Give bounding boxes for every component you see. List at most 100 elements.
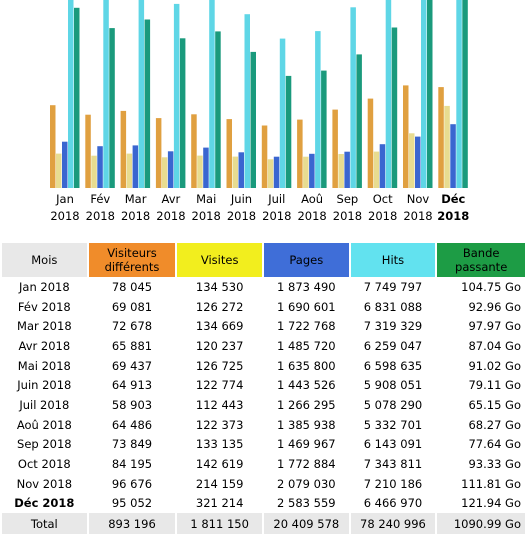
cell-mois: Aoû 2018 [16, 417, 72, 432]
cell-visits: 142 619 [195, 457, 244, 472]
total-visits: 1 811 150 [177, 513, 262, 535]
bar-bandwidth-2 [144, 19, 151, 188]
bar-hits-6 [279, 38, 286, 188]
cell-pages: 1 385 938 [277, 417, 336, 432]
cell-hits: 7 319 329 [363, 319, 423, 334]
x-tick-year: 2018 [86, 209, 115, 223]
x-tick-year: 2018 [403, 209, 432, 223]
cell-mois: Sep 2018 [17, 437, 72, 452]
total-bandwidth: 1090.99 Go [437, 513, 525, 535]
x-tick-month: Aoû [301, 192, 323, 206]
bar-hits-3 [173, 3, 180, 189]
bar-visitors-9 [367, 98, 374, 188]
cell-mois: Avr 2018 [18, 338, 71, 353]
cell-mois: Juin 2018 [17, 378, 72, 393]
cell-mois: Déc 2018 [14, 496, 75, 511]
cell-visitors: 84 195 [111, 457, 153, 472]
bar-visitors-3 [155, 118, 162, 188]
bar-hits-2 [138, 0, 145, 189]
header-bandwidth: Bande passante [437, 243, 525, 277]
bar-pages-8 [344, 151, 350, 188]
bar-pages-1 [97, 146, 103, 188]
bar-hits-9 [385, 0, 392, 189]
cell-pages: 1 722 768 [277, 319, 336, 334]
table-row: Oct 2018 84 195 142 619 1 772 884 7 343 811 9… [2, 454, 525, 474]
bar-visits-1 [91, 155, 97, 188]
cell-mois: Jan 2018 [19, 279, 70, 294]
table-header-row: Mois Visiteurs différents Visites Pages … [2, 243, 525, 277]
cell-bandwidth: 111.81 Go [461, 476, 521, 491]
x-tick-month: Sep [337, 192, 359, 206]
bar-visitors-7 [297, 119, 303, 188]
x-tick-year: 2018 [156, 209, 185, 223]
cell-visitors: 64 913 [111, 378, 153, 393]
x-tick-year: 2018 [333, 209, 362, 223]
cell-visits: 122 373 [195, 417, 244, 432]
header-visitors: Visiteurs différents [88, 243, 176, 277]
bar-pages-3 [167, 151, 174, 188]
cell-bandwidth: 68.27 Go [468, 417, 521, 432]
cell-pages: 2 079 030 [277, 476, 336, 491]
bar-visits-8 [338, 154, 344, 188]
monthly-stats-table: Mois Visiteurs différents Visites Pages … [0, 243, 527, 535]
cell-visitors: 73 849 [111, 437, 153, 452]
bar-bandwidth-0 [74, 7, 80, 188]
cell-visits: 122 774 [195, 378, 244, 393]
bar-bandwidth-4 [215, 31, 221, 189]
bar-visitors-4 [191, 114, 197, 188]
bar-hits-0 [68, 0, 74, 188]
bar-visitors-0 [50, 105, 56, 188]
cell-hits: 7 749 797 [363, 279, 423, 294]
x-tick-year: 2018 [262, 209, 291, 223]
x-tick-year: 2018 [227, 209, 256, 223]
bar-bandwidth-10 [427, 0, 433, 189]
cell-bandwidth: 65.15 Go [468, 397, 521, 412]
bar-pages-5 [238, 152, 244, 188]
cell-visitors: 65 881 [111, 338, 153, 353]
cell-hits: 5 908 051 [363, 378, 423, 393]
bar-pages-4 [203, 147, 209, 188]
cell-visits: 126 725 [195, 358, 244, 373]
cell-hits: 6 466 970 [363, 496, 423, 511]
bar-hits-11 [456, 0, 462, 189]
cell-pages: 1 772 884 [277, 457, 336, 472]
bar-hits-5 [244, 14, 250, 189]
cell-pages: 1 485 720 [277, 338, 336, 353]
cell-visitors: 64 486 [111, 417, 153, 432]
cell-hits: 5 332 701 [363, 417, 423, 432]
table-row: Nov 2018 96 676 214 159 2 079 030 7 210 186 1… [2, 474, 525, 494]
bar-visits-7 [303, 156, 309, 188]
x-tick-month: Juil [267, 192, 285, 206]
bar-pages-11 [450, 124, 456, 188]
bar-pages-2 [132, 145, 139, 188]
cell-visitors: 58 903 [111, 397, 153, 412]
bar-bandwidth-11 [462, 0, 468, 189]
cell-pages: 1 469 967 [277, 437, 336, 452]
x-tick-year: 2018 [437, 209, 469, 223]
cell-bandwidth: 91.02 Go [468, 358, 521, 373]
table-row: Mai 2018 69 437 126 725 1 635 800 6 598 635 9… [2, 356, 525, 376]
cell-visitors: 72 678 [111, 319, 153, 334]
bar-visits-6 [267, 159, 274, 188]
cell-hits: 6 143 091 [363, 437, 423, 452]
bar-visits-5 [232, 156, 238, 188]
cell-hits: 5 078 290 [363, 397, 423, 412]
x-tick-year: 2018 [192, 209, 221, 223]
total-hits: 78 240 996 [350, 513, 436, 535]
cell-pages: 1 443 526 [277, 378, 336, 393]
cell-pages: 1 266 295 [277, 397, 336, 412]
cell-visitors: 78 045 [111, 279, 153, 294]
bar-visits-10 [409, 133, 415, 188]
x-tick-month: Mar [125, 192, 147, 206]
bar-bandwidth-7 [321, 70, 327, 188]
bar-pages-0 [62, 141, 68, 188]
x-tick-year: 2018 [297, 209, 326, 223]
bar-hits-7 [315, 31, 321, 188]
cell-mois: Juil 2018 [19, 397, 70, 412]
bar-bandwidth-8 [356, 54, 362, 189]
bar-hits-4 [209, 0, 215, 189]
x-tick-year: 2018 [50, 209, 79, 223]
cell-visits: 134 669 [195, 319, 244, 334]
cell-pages: 1 690 601 [277, 299, 336, 314]
table-row: Aoû 2018 64 486 122 373 1 385 938 5 332 701 6… [2, 415, 525, 435]
